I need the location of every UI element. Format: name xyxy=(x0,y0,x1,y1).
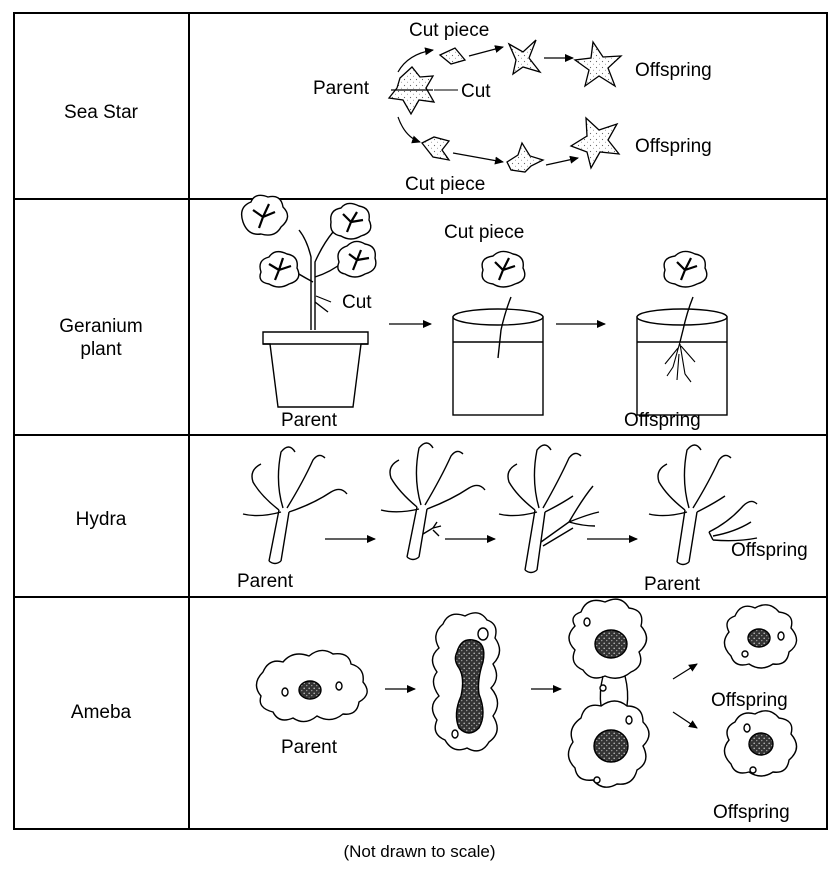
scale-note: (Not drawn to scale) xyxy=(343,842,496,861)
organism-name-sea-star: Sea Star xyxy=(64,102,139,123)
sea-star-offspring-bottom-label: Offspring xyxy=(635,136,712,157)
sea-star-offspring-bottom xyxy=(569,116,621,170)
geranium-cut-label: Cut xyxy=(342,292,372,313)
geranium-roots xyxy=(664,341,696,383)
sea-star-cut-piece-top-label: Cut piece xyxy=(409,20,489,41)
organism-name-ameba: Ameba xyxy=(71,702,132,723)
sea-star-offspring-top-label: Offspring xyxy=(635,60,712,81)
hydra-parent-right-label: Parent xyxy=(644,574,701,595)
table-grid xyxy=(13,12,828,830)
sea-star-cut-piece-top xyxy=(438,47,467,65)
ameba-offspring-bottom-label: Offspring xyxy=(713,802,790,823)
sea-star-offspring-top xyxy=(573,40,623,88)
ameba-parent-nucleus xyxy=(298,680,322,700)
hydra-offspring-detached xyxy=(708,500,758,542)
organism-name-hydra: Hydra xyxy=(76,509,127,530)
hydra-parent-stage-4 xyxy=(676,509,698,563)
hydra-parent-stage-3 xyxy=(524,509,546,571)
geranium-illustration xyxy=(240,194,728,416)
hydra-illustration xyxy=(242,442,758,574)
geranium-parent-label: Parent xyxy=(281,410,338,431)
sea-star-illustration xyxy=(387,39,623,173)
ameba-splitting-bottom-nucleus xyxy=(593,729,629,763)
sea-star-regenerating-top xyxy=(507,39,542,76)
ameba-parent-label: Parent xyxy=(281,737,338,758)
sea-star-cut-label: Cut xyxy=(461,81,491,102)
geranium-pot xyxy=(262,331,369,408)
hydra-bud-small xyxy=(422,521,442,537)
ameba-splitting-top-nucleus xyxy=(594,629,628,659)
sea-star-cut-piece-bottom-label: Cut piece xyxy=(405,174,485,195)
geranium-offspring-label: Offspring xyxy=(624,410,701,431)
hydra-offspring-label: Offspring xyxy=(731,540,808,561)
hydra-bud-medium xyxy=(540,485,600,547)
reproduction-table: Sea Star Geranium plant Hydra Ameba Cu xyxy=(13,12,828,830)
geranium-cut-piece-label: Cut piece xyxy=(444,222,524,243)
ameba-offspring-top-label: Offspring xyxy=(711,690,788,711)
hydra-parent-stage-1 xyxy=(268,509,290,562)
ameba-dividing-nucleus xyxy=(454,639,485,734)
ameba-offspring-bottom-nucleus xyxy=(748,732,774,756)
sea-star-cut-piece-bottom xyxy=(420,136,451,161)
sea-star-parent-label: Parent xyxy=(313,78,370,99)
hydra-parent-left-label: Parent xyxy=(237,571,294,592)
sea-star-regenerating-bottom xyxy=(506,141,545,173)
geranium-jar-cutting xyxy=(452,316,544,416)
organism-name-geranium-line2: plant xyxy=(80,339,122,360)
organism-name-geranium-line1: Geranium xyxy=(59,316,142,337)
hydra-parent-stage-2 xyxy=(406,506,428,558)
ameba-offspring-top-nucleus xyxy=(747,628,771,648)
ameba-illustration xyxy=(255,598,798,788)
